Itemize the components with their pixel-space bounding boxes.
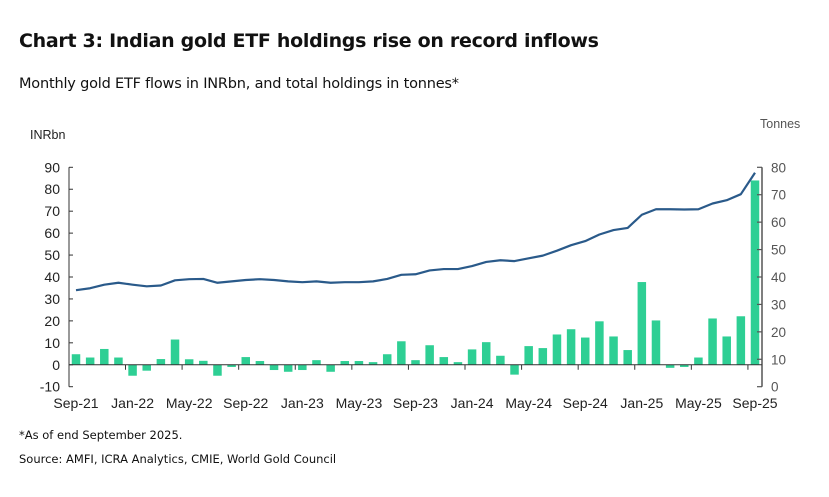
bar-Oct-24 xyxy=(595,321,604,365)
bar-Apr-22 xyxy=(170,339,180,365)
bar-May-23 xyxy=(354,361,364,365)
x-tick-label: Sep-24 xyxy=(563,395,608,411)
bar-Jul-25 xyxy=(722,336,731,365)
bar-Jan-25 xyxy=(637,282,647,365)
bar-Feb-25 xyxy=(651,320,661,365)
right-tick-label: 0 xyxy=(771,380,779,395)
bar-May-24 xyxy=(524,346,533,365)
bar-Apr-24 xyxy=(510,364,519,375)
bar-Mar-23 xyxy=(326,364,335,372)
footnote: *As of end September 2025. xyxy=(19,428,183,442)
bar-May-25 xyxy=(694,357,703,365)
axes-layer xyxy=(68,166,763,388)
left-tick-label: 40 xyxy=(44,269,60,285)
bar-Dec-24 xyxy=(623,350,632,365)
bar-Jun-22 xyxy=(199,360,208,365)
bar-Aug-23 xyxy=(397,341,406,365)
bar-Oct-21 xyxy=(85,357,95,365)
x-tick-label: Jan-22 xyxy=(111,395,154,411)
x-tick-label: May-22 xyxy=(166,395,213,411)
x-tick-label: May-24 xyxy=(505,395,552,411)
left-tick-label: 60 xyxy=(44,225,60,241)
bar-Oct-23 xyxy=(425,345,434,365)
left-tick-label: -10 xyxy=(40,379,60,395)
bar-Oct-22 xyxy=(255,361,265,365)
left-tick-label: 90 xyxy=(44,159,60,175)
right-tick-label: 10 xyxy=(771,352,786,367)
bar-Sep-25 xyxy=(750,180,760,365)
left-tick-label: 0 xyxy=(52,357,60,373)
bar-Aug-24 xyxy=(566,329,576,365)
bar-Jan-22 xyxy=(128,364,137,376)
chart-title: Chart 3: Indian gold ETF holdings rise o… xyxy=(19,30,599,52)
right-axis-unit-label: Tonnes xyxy=(760,117,800,131)
left-axis-unit-label: INRbn xyxy=(30,128,65,142)
bar-Apr-25 xyxy=(680,364,689,367)
bar-Dec-22 xyxy=(283,364,293,372)
bar-Mar-22 xyxy=(156,359,166,365)
bar-Apr-23 xyxy=(340,361,350,365)
left-tick-label: 50 xyxy=(44,247,60,263)
x-tick-label: Sep-22 xyxy=(223,395,268,411)
left-tick-label: 30 xyxy=(44,291,60,307)
right-tick-label: 80 xyxy=(771,160,786,175)
left-tick-label: 80 xyxy=(44,181,60,197)
line-layer xyxy=(75,172,756,292)
bar-Nov-22 xyxy=(269,364,279,371)
bar-Feb-22 xyxy=(142,364,151,371)
x-tick-label: Sep-23 xyxy=(393,395,438,411)
bar-Nov-23 xyxy=(439,357,449,365)
left-tick-label: 70 xyxy=(44,203,60,219)
bar-Sep-22 xyxy=(241,357,250,365)
bar-Mar-24 xyxy=(496,355,505,365)
x-tick-label: Sep-25 xyxy=(732,395,777,411)
bar-Jan-24 xyxy=(467,349,477,365)
holdings-line xyxy=(75,172,756,292)
bar-Mar-25 xyxy=(665,364,675,368)
right-tick-label: 40 xyxy=(771,270,786,285)
bar-Dec-23 xyxy=(453,362,463,365)
bar-Feb-23 xyxy=(312,360,321,365)
bar-Jan-23 xyxy=(298,364,307,371)
bar-May-22 xyxy=(184,359,194,365)
right-tick-label: 50 xyxy=(771,243,786,258)
left-tick-label: 10 xyxy=(44,335,60,351)
right-tick-label: 60 xyxy=(771,215,786,230)
x-tick-label: Jan-23 xyxy=(281,395,324,411)
bar-Sep-21 xyxy=(71,354,81,365)
bar-Sep-24 xyxy=(581,337,590,365)
x-tick-label: May-25 xyxy=(675,395,722,411)
bar-Aug-22 xyxy=(227,364,236,367)
bar-Aug-25 xyxy=(736,316,746,365)
bar-Sep-23 xyxy=(411,360,420,365)
bar-Jul-22 xyxy=(213,364,222,376)
bar-Jun-24 xyxy=(538,348,548,365)
source-note: Source: AMFI, ICRA Analytics, CMIE, Worl… xyxy=(19,452,337,466)
right-tick-label: 30 xyxy=(771,297,786,312)
bar-Dec-21 xyxy=(114,357,123,365)
right-tick-label: 20 xyxy=(771,325,786,340)
chart-subtitle: Monthly gold ETF flows in INRbn, and tot… xyxy=(19,76,459,92)
x-tick-label: Jan-24 xyxy=(451,395,494,411)
bar-Jul-24 xyxy=(552,334,562,365)
x-tick-label: May-23 xyxy=(336,395,383,411)
x-tick-label: Jan-25 xyxy=(620,395,663,411)
bar-Jun-23 xyxy=(368,362,378,365)
x-tick-label: Sep-21 xyxy=(53,395,98,411)
left-tick-label: 20 xyxy=(44,313,60,329)
bar-Jun-25 xyxy=(708,318,717,365)
bar-Feb-24 xyxy=(481,342,491,365)
ticks-layer: 9080706050403020100-1080706050403020100S… xyxy=(40,159,786,411)
bar-Nov-24 xyxy=(609,336,618,365)
bar-Jul-23 xyxy=(382,354,392,365)
right-tick-label: 70 xyxy=(771,188,786,203)
bar-Nov-21 xyxy=(100,348,109,365)
bars-layer xyxy=(71,180,760,376)
